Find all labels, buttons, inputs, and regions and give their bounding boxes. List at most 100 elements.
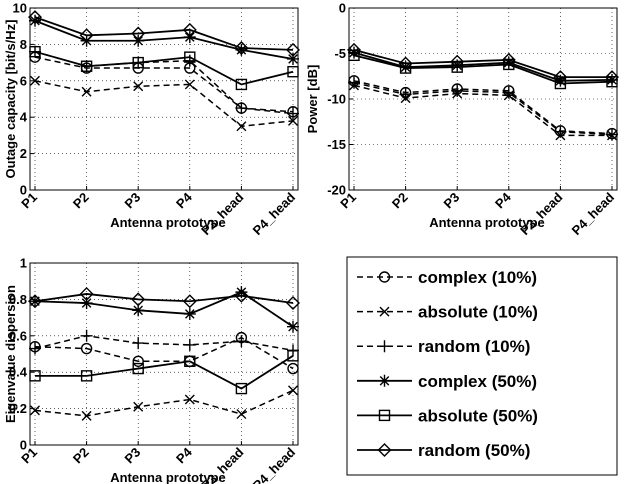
data-point-diamond: [182, 22, 197, 37]
legend-label: random (50%): [418, 441, 530, 460]
plot-frame: [29, 7, 299, 191]
x-tick-label: P4: [173, 444, 195, 466]
y-tick-label: -10: [327, 92, 346, 107]
data-point-square: [29, 45, 41, 58]
legend-marker-square: [378, 409, 391, 422]
data-point-diamond: [286, 296, 300, 311]
y-tick-label: 2: [20, 146, 27, 161]
x-tick-label: P3: [121, 190, 143, 212]
data-point-diamond: [28, 10, 42, 25]
data-point-star: [132, 304, 145, 317]
plot-frame: [29, 262, 299, 446]
data-point-plus: [183, 338, 196, 351]
y-tick-label: 0.4: [9, 365, 28, 380]
data-point-plus: [502, 86, 515, 99]
data-point-star: [554, 74, 567, 87]
data-point-star: [29, 14, 41, 27]
x-tick-label: P2: [70, 445, 92, 467]
data-point-square: [80, 60, 93, 72]
y-axis-label: Power [dB]: [305, 65, 320, 134]
series-line-plus: [34, 50, 294, 115]
data-point-diamond: [79, 286, 94, 301]
data-point-x: [236, 409, 247, 420]
y-tick-label: -5: [334, 46, 346, 61]
data-point-diamond: [605, 70, 619, 85]
data-point-circle: [287, 362, 299, 375]
data-point-circle: [132, 355, 144, 367]
series-line-x: [34, 389, 294, 417]
data-point-diamond: [286, 42, 300, 57]
data-point-star: [287, 52, 299, 65]
y-tick-label: -20: [327, 183, 346, 198]
series-line-star: [34, 291, 294, 328]
series-line-x: [34, 80, 294, 128]
data-point-plus: [348, 76, 360, 89]
legend: complex (10%) absolute (10%) random (10%) c…: [346, 256, 618, 476]
data-point-x: [30, 405, 40, 416]
x-tick-label: P4_head: [569, 189, 617, 237]
x-tick-label: P3: [121, 445, 143, 467]
data-point-diamond: [234, 288, 249, 303]
data-point-star: [287, 320, 299, 333]
series-line-square: [35, 355, 294, 390]
data-point-square: [132, 56, 144, 69]
series-line-square: [353, 54, 613, 85]
data-point-square: [184, 355, 196, 367]
data-point-star: [80, 297, 93, 310]
series-line-diamond: [34, 293, 294, 304]
legend-marker-circle: [378, 271, 391, 283]
x-tick-label: P2: [389, 190, 411, 212]
data-point-diamond: [347, 42, 361, 57]
data-point-star: [183, 31, 196, 44]
legend-marker-star: [378, 374, 391, 387]
series-line-diamond: [353, 48, 612, 79]
series-line-x: [353, 84, 612, 137]
data-point-plus: [29, 342, 41, 355]
data-point-x: [133, 81, 144, 92]
data-point-x: [30, 75, 40, 86]
data-point-plus: [554, 125, 567, 138]
y-axis-label: Eigenvalue dispersion: [3, 285, 18, 423]
data-point-x: [81, 86, 92, 97]
legend-marker-diamond: [377, 443, 392, 457]
series-line-circle: [34, 56, 294, 113]
data-point-diamond: [79, 28, 94, 43]
y-tick-label: 0: [20, 438, 27, 453]
legend-label: complex (10%): [418, 268, 537, 287]
data-point-square: [235, 78, 248, 91]
series-line-circle: [353, 80, 613, 135]
y-tick-label: 1: [20, 256, 27, 271]
data-point-plus: [80, 329, 93, 342]
data-point-plus: [451, 84, 464, 97]
x-tick-label: P4: [173, 189, 195, 211]
x-tick-label: P3_head: [198, 189, 246, 237]
x-tick-label: P4_head: [250, 444, 298, 484]
data-point-plus: [132, 337, 145, 350]
data-point-x: [184, 394, 195, 405]
data-point-square: [29, 370, 41, 382]
x-tick-label: P3_head: [517, 189, 565, 237]
series-line-circle: [34, 336, 294, 370]
data-point-diamond: [28, 294, 42, 309]
y-tick-label: -15: [327, 137, 346, 152]
y-tick-label: 0.8: [9, 292, 27, 307]
data-point-x: [81, 410, 92, 421]
data-point-plus: [235, 335, 248, 348]
data-point-square: [80, 370, 93, 382]
x-tick-label: P2: [70, 190, 92, 212]
data-point-star: [606, 73, 618, 86]
data-point-diamond: [553, 70, 568, 85]
data-point-x: [288, 115, 298, 126]
y-tick-label: 0: [20, 183, 27, 198]
data-point-circle: [80, 342, 93, 355]
data-point-x: [133, 401, 144, 412]
x-axis-label: Antenna prototype: [110, 470, 226, 484]
data-point-square: [132, 362, 144, 375]
data-point-star: [183, 307, 196, 320]
data-point-star: [451, 59, 464, 72]
y-tick-label: 10: [13, 1, 27, 16]
